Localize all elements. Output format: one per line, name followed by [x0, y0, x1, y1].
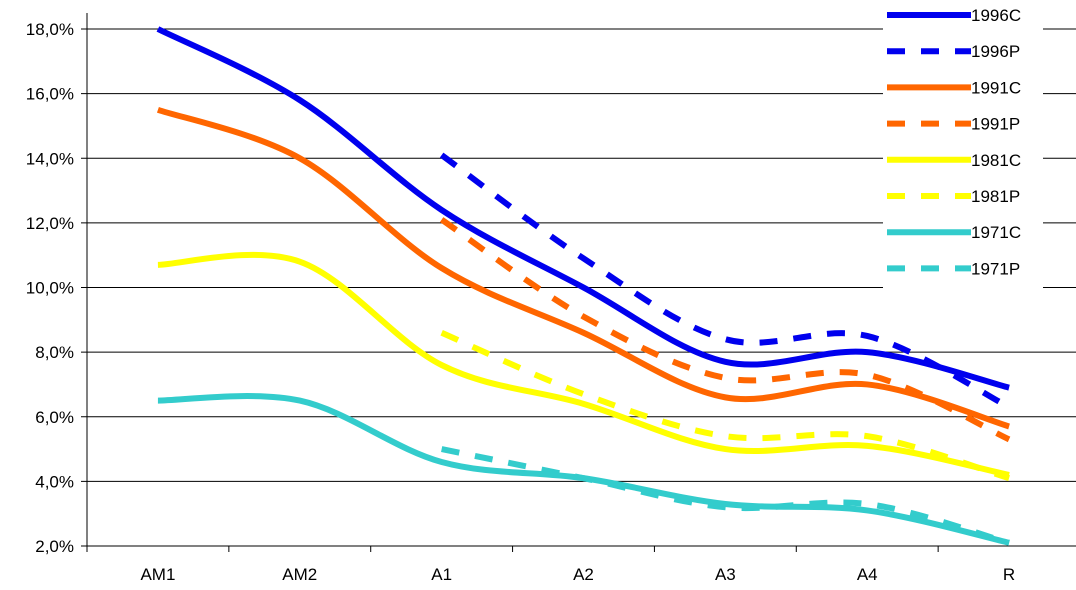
- series-line-1996c: [156, 26, 1010, 391]
- y-tick-label: 16,0%: [26, 85, 74, 104]
- x-tick-label: A1: [431, 565, 452, 584]
- series-line-1996p: [439, 152, 1011, 410]
- legend-label-1991p: 1991P: [971, 115, 1020, 134]
- x-tick-label: A4: [857, 565, 878, 584]
- legend: 1996C 1996P 1991C 1991P 1981C 1981P 1971C 1971P: [883, 0, 1043, 290]
- legend-label-1971p: 1971P: [971, 259, 1020, 278]
- legend-label-1981c: 1981C: [971, 151, 1021, 170]
- y-tick-label: 10,0%: [26, 279, 74, 298]
- axes: 2,0% 4,0% 6,0% 8,0% 10,0% 12,0% 14,0% 16,0% 18,0…: [26, 13, 1076, 584]
- legend-label-1996p: 1996P: [971, 42, 1020, 61]
- series-line-1971p: [441, 446, 1010, 546]
- y-tick-label: 14,0%: [26, 149, 74, 168]
- y-tick-label: 6,0%: [35, 408, 74, 427]
- x-tick-label: A3: [715, 565, 736, 584]
- x-tick-label: AM1: [140, 565, 175, 584]
- x-tick-label: A2: [573, 565, 594, 584]
- y-tick-label: 4,0%: [35, 472, 74, 491]
- series-line-1981p: [440, 329, 1010, 482]
- series-line-1981c: [157, 251, 1010, 478]
- series-line-1991p: [439, 217, 1011, 443]
- series-lines: [156, 26, 1011, 546]
- legend-label-1971c: 1971C: [971, 223, 1021, 242]
- y-tick-label: 8,0%: [35, 343, 74, 362]
- series-line-1991c: [156, 106, 1010, 430]
- y-tick-label: 12,0%: [26, 214, 74, 233]
- y-tick-label: 18,0%: [26, 20, 74, 39]
- series-line-1971c: [157, 393, 1010, 546]
- legend-label-1991c: 1991C: [971, 78, 1021, 97]
- x-tick-label: R: [1003, 565, 1015, 584]
- x-tick-label: AM2: [282, 565, 317, 584]
- legend-label-1981p: 1981P: [971, 187, 1020, 206]
- y-tick-label: 2,0%: [35, 537, 74, 556]
- legend-label-1996c: 1996C: [971, 6, 1021, 25]
